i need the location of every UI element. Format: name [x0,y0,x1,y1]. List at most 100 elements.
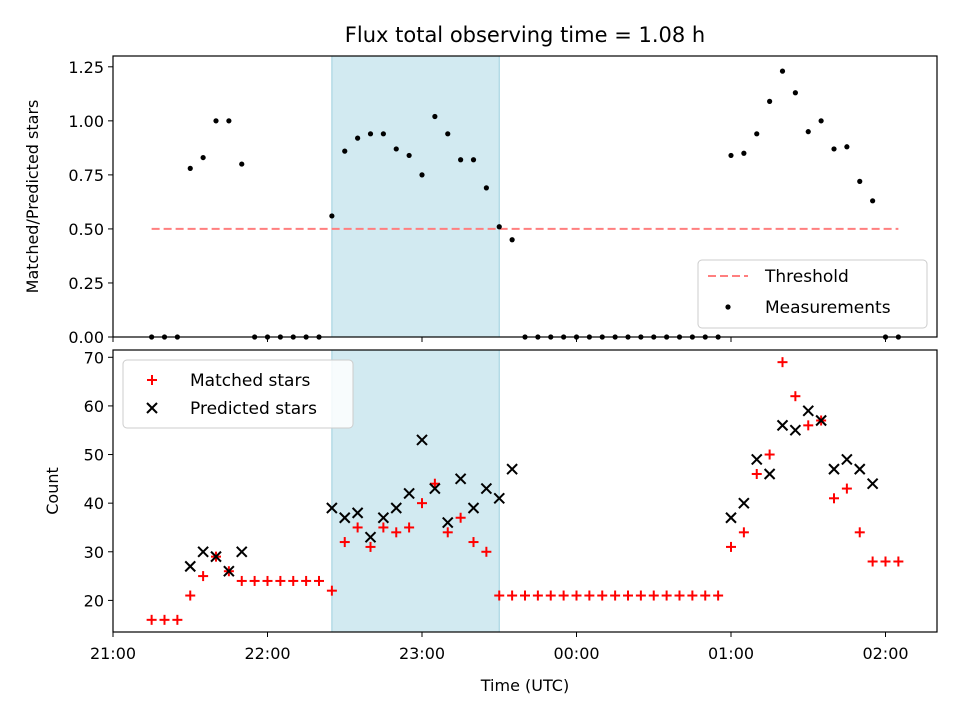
measurement-point [226,118,232,124]
bottom-y-axis: 20 30 40 50 60 70 [84,348,113,610]
matched-star-point [146,614,157,625]
top-plot-frame [112,55,938,338]
bottom-x-tick-label: 23:00 [399,644,445,663]
predicted-star-point [339,512,351,524]
predicted-stars-points [184,405,879,577]
bottom-x-tick-label: 21:00 [90,644,136,663]
measurement-point [844,144,850,150]
bottom-shaded-interval [331,349,500,633]
matched-star-point [829,493,839,504]
matched-star-point [610,590,621,601]
predicted-star-point [493,492,505,505]
measurement-point [458,157,464,163]
measurement-point [831,146,837,152]
matched-star-point [198,571,209,582]
top-y-tick-label: 0.50 [68,220,104,239]
predicted-star-point [841,453,853,466]
matched-star-point [172,614,183,625]
predicted-star-point [828,463,840,475]
measurement-point [329,213,335,219]
matched-star-point [275,575,286,586]
chart-title: Flux total observing time = 1.08 h [345,23,705,47]
matched-star-point [391,527,402,538]
measurement-point [367,131,374,137]
matched-star-point [417,498,427,509]
matched-star-point [326,585,337,596]
measurement-point [213,118,219,124]
top-y-tick-label: 0.25 [68,274,104,293]
predicted-star-point [377,512,390,524]
predicted-star-point [351,507,364,519]
bottom-legend: Matched stars Predicted stars [122,359,354,429]
legend-box [122,359,354,429]
measurement-point [393,146,399,152]
measurement-point [792,90,798,96]
matched-star-point [623,590,633,601]
bottom-x-axis: 21:00 22:00 23:00 00:00 01:00 02:00 [90,632,909,663]
predicted-star-point [866,477,879,490]
predicted-star-point [802,405,814,417]
bottom-x-axis-label: Time (UTC) [480,676,569,695]
matched-star-point [790,391,801,402]
matched-star-point [507,590,518,601]
predicted-star-point [442,516,454,529]
predicted-star-point [326,502,338,514]
matched-star-point [339,537,350,548]
predicted-star-point [467,502,480,514]
matched-star-point [584,590,595,601]
measurement-point [355,135,361,141]
bottom-y-tick-label: 50 [84,446,104,465]
measurement-point [818,118,824,124]
legend-matched-label: Matched stars [190,371,310,391]
top-x-ticks [112,337,886,342]
measurement-point [419,172,425,178]
matched-star-point [288,575,299,586]
matched-star-point [365,541,376,552]
matched-star-point [455,512,466,523]
predicted-star-point [789,424,802,436]
top-panel: 0.00 0.25 0.50 0.75 1.00 1.25 Matched/Predict… [23,55,938,347]
legend-matched-swatch [147,375,157,385]
matched-star-point [468,537,479,548]
predicted-star-point [454,473,467,485]
measurement-points [149,68,901,340]
predicted-star-point [416,434,428,446]
matched-star-point [803,420,814,431]
measurement-point [779,68,786,74]
predicted-star-point [403,487,415,500]
bottom-x-tick-label: 01:00 [708,644,754,663]
predicted-star-point [815,414,827,427]
matched-star-point [378,522,389,533]
matched-star-point [481,546,492,557]
matched-star-point [249,575,260,586]
predicted-star-point [429,482,441,495]
predicted-star-point [506,463,518,475]
predicted-star-point [184,560,196,573]
predicted-star-point [751,453,763,466]
matched-star-point [867,556,878,567]
predicted-star-point [763,468,776,480]
predicted-star-point [236,546,248,558]
matched-star-point [185,590,196,601]
predicted-star-point [480,482,493,495]
measurement-point [496,224,502,230]
measurement-point [200,154,206,161]
top-y-axis: 0.00 0.25 0.50 0.75 1.00 1.25 [68,58,113,347]
matched-star-point [687,590,698,601]
measurement-point [432,113,438,120]
matched-star-point [429,478,440,489]
measurement-point [445,131,451,137]
predicted-star-point [738,497,750,509]
predicted-star-point [776,419,789,432]
matched-star-point [700,590,711,601]
bottom-y-tick-label: 40 [84,494,104,513]
measurement-point [870,198,876,204]
measurement-point [767,98,773,104]
bottom-x-tick-label: 00:00 [553,644,599,663]
matched-star-point [571,590,582,601]
measurement-point [483,185,489,191]
bottom-y-tick-label: 70 [84,348,104,367]
legend-measurements-label: Measurements [765,298,891,318]
bottom-y-tick-label: 60 [84,397,104,416]
matched-star-point [880,556,891,567]
